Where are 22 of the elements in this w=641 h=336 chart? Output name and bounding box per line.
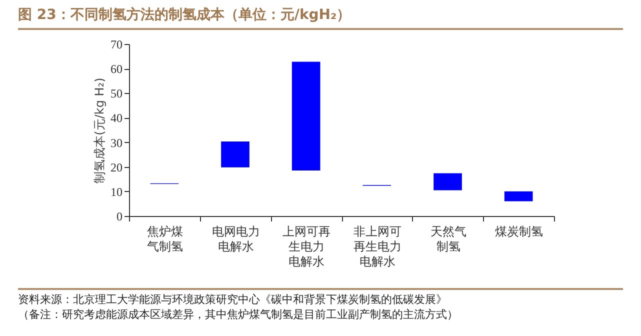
bar: [292, 62, 320, 171]
y-axis-title: 制氢成本(元/kg H₂): [92, 78, 106, 184]
x-tick-label: 非上网可再生电力电解水: [353, 224, 402, 268]
y-tick-label: 10: [110, 184, 122, 199]
x-tick-label: 上网可再生电力电解水: [282, 224, 331, 268]
bar: [221, 142, 250, 168]
bar: [434, 173, 462, 190]
y-tick-label: 0: [116, 210, 122, 224]
x-tick-label: 煤炭制氢: [495, 224, 544, 238]
x-tick-label: 焦炉煤气制氢: [146, 224, 183, 254]
y-tick-label: 40: [110, 111, 122, 126]
chart-title: 图 23：不同制氢方法的制氢成本（单位：元/kgH₂）: [18, 6, 623, 30]
y-tick-label: 20: [110, 160, 122, 174]
text: 资料来源：北京理工大学能源与环境政策研究中心《碳中和背景下煤炭制氢的低碳发展》: [18, 292, 448, 307]
y-tick-label: 30: [110, 136, 122, 150]
bar: [504, 191, 533, 202]
y-tick-label: 70: [110, 38, 122, 52]
x-tick-label: 电网电力电解水: [212, 224, 260, 254]
y-tick-label: 60: [110, 62, 122, 76]
y-tick-label: 50: [110, 86, 122, 101]
text: （备注：研究考虑能源成本区域差异，其中焦炉煤气制氢是目前工业副产制氢的主流方式）: [18, 307, 459, 322]
x-tick-label: 天然气制氢: [430, 224, 466, 254]
